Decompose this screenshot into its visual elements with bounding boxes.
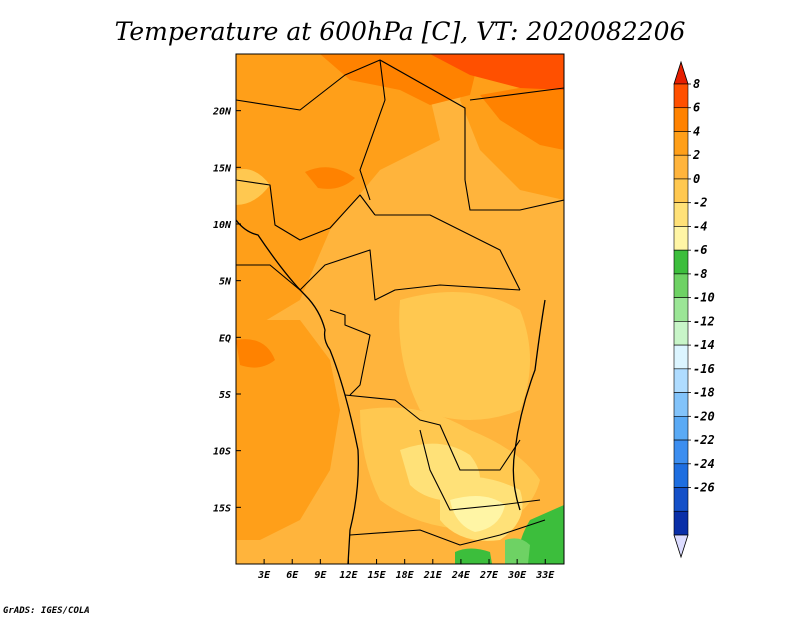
colorbar-swatch (673, 416, 689, 441)
colorbar-swatch (673, 178, 689, 203)
colorbar: 8 6 4 2 0 -2 -4 -6 -8 -10 -12 -14 -16 -18 -20 -22 -24 -26 (673, 60, 715, 559)
lat-tick-label: 5S (219, 390, 231, 401)
colorbar-swatch (673, 487, 689, 512)
lat-tick-label: EQ (219, 333, 231, 344)
colorbar-swatch (673, 107, 689, 132)
colorbar-label: 0 (693, 172, 700, 186)
lon-tick-label: 27E (479, 570, 499, 581)
temperature-band-6-8 (430, 54, 564, 90)
colorbar-swatch (673, 273, 689, 298)
lon-tick-label: 3E (257, 570, 271, 581)
lon-tick-label: 9E (314, 570, 327, 581)
lon-tick-label: 6E (286, 570, 299, 581)
lat-tick-label: 10S (213, 447, 231, 458)
colorbar-swatch (673, 249, 689, 275)
colorbar-label: -16 (693, 362, 715, 376)
coastline (236, 219, 359, 564)
colorbar-swatch (673, 368, 689, 393)
grads-credit: GrADS: IGES/COLA (3, 606, 90, 616)
temperature-band-4-6-chad (305, 167, 355, 189)
east-lakes-coast (512, 299, 546, 511)
colorbar-label: 2 (692, 148, 700, 162)
lat-tick-label: 10N (213, 220, 232, 231)
temperature-band-neg6-neg4 (518, 505, 564, 564)
colorbar-swatch (673, 154, 689, 180)
lat-tick-label: 5N (219, 277, 232, 288)
temperature-band-2-4-southwest (236, 320, 340, 540)
colorbar-label: 6 (693, 101, 700, 115)
colorbar-swatch (673, 510, 689, 536)
colorbar-label: 4 (693, 124, 700, 138)
colorbar-label: -4 (693, 219, 707, 233)
colorbar-swatch (673, 321, 689, 346)
colorbar-label: -10 (693, 291, 715, 305)
colorbar-swatch (673, 226, 689, 251)
longitude-axis: 3E 6E 9E 12E 15E 18E 21E 24E 27E 30E 33E (257, 559, 555, 581)
colorbar-swatch (673, 344, 689, 370)
country-borders (236, 59, 564, 546)
lat-tick-label: 20N (212, 107, 232, 118)
colorbar-label: -24 (693, 457, 715, 471)
colorbar-swatch (673, 392, 689, 417)
colorbar-swatch (673, 439, 689, 465)
lon-tick-label: 12E (339, 570, 358, 581)
colorbar-label: 8 (693, 77, 700, 91)
colorbar-bottom-arrow (673, 534, 689, 559)
plot-frame (235, 53, 565, 565)
lon-tick-label: 18E (396, 570, 415, 581)
colorbar-label: -14 (693, 338, 715, 352)
temperature-band-4-6-gabon (236, 339, 275, 368)
colorbar-label: -26 (693, 481, 715, 495)
temperature-band-4-6-sahara (320, 54, 480, 105)
colorbar-swatch (673, 297, 689, 322)
temperature-band-neg8-neg6 (505, 538, 530, 564)
latitude-axis: 20N 15N 10N 5N EQ 5S 10S 15S (212, 107, 241, 514)
colorbar-swatch (673, 83, 689, 109)
lon-tick-label: 15E (368, 570, 387, 581)
colorbar-label: -22 (693, 433, 715, 447)
colorbar-label: -12 (693, 314, 715, 328)
lon-tick-label: 21E (423, 570, 443, 581)
lat-tick-label: 15S (213, 503, 231, 514)
temperature-band-neg4-neg2 (450, 496, 505, 532)
temperature-band-2-4-north (236, 54, 440, 330)
lon-tick-label: 30E (507, 570, 527, 581)
lon-tick-label: 24E (451, 570, 471, 581)
colorbar-label: -8 (693, 267, 707, 281)
temperature-band-4-6-sudan (480, 80, 564, 150)
temperature-band-0-2-congo (399, 292, 530, 420)
colorbar-swatch (673, 202, 689, 227)
temperature-band-0-2-west (236, 169, 270, 205)
temperature-band-neg6-neg4-south (455, 548, 492, 564)
lat-tick-label: 15N (213, 163, 232, 174)
colorbar-label: -2 (693, 196, 707, 210)
temperature-map (236, 54, 564, 564)
colorbar-label: -18 (693, 386, 715, 400)
map-title: Temperature at 600hPa [C], VT: 202008220… (115, 17, 686, 46)
lon-tick-label: 33E (535, 570, 555, 581)
colorbar-top-arrow (673, 60, 689, 85)
colorbar-label: -20 (693, 409, 715, 423)
colorbar-swatch (673, 463, 689, 488)
colorbar-swatch (673, 131, 689, 156)
colorbar-label: -6 (693, 243, 707, 257)
